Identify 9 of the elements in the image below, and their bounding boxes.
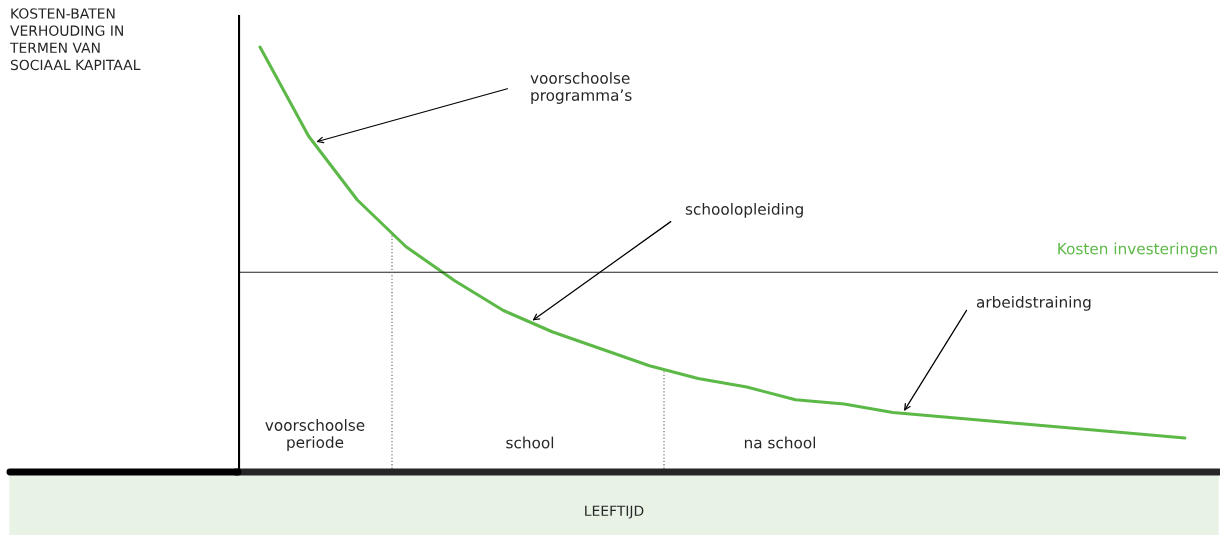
annotation: na school xyxy=(744,436,816,449)
annotation: voorschoolse periode xyxy=(265,419,365,451)
annotation: school xyxy=(506,436,554,449)
annotation: arbeidstraining xyxy=(976,296,1091,311)
ref-line-label: Kosten investeringen xyxy=(1058,242,1217,258)
annotation: schoolopleiding xyxy=(685,203,803,218)
text: KOSTEN-BATEN VERHOUDING IN TERMEN VAN SOCIAAL KAPITAAL xyxy=(9,8,141,71)
annotation: voorschoolse programma’s xyxy=(530,72,632,104)
x-axis-title: LEEFTIJD xyxy=(585,505,644,519)
